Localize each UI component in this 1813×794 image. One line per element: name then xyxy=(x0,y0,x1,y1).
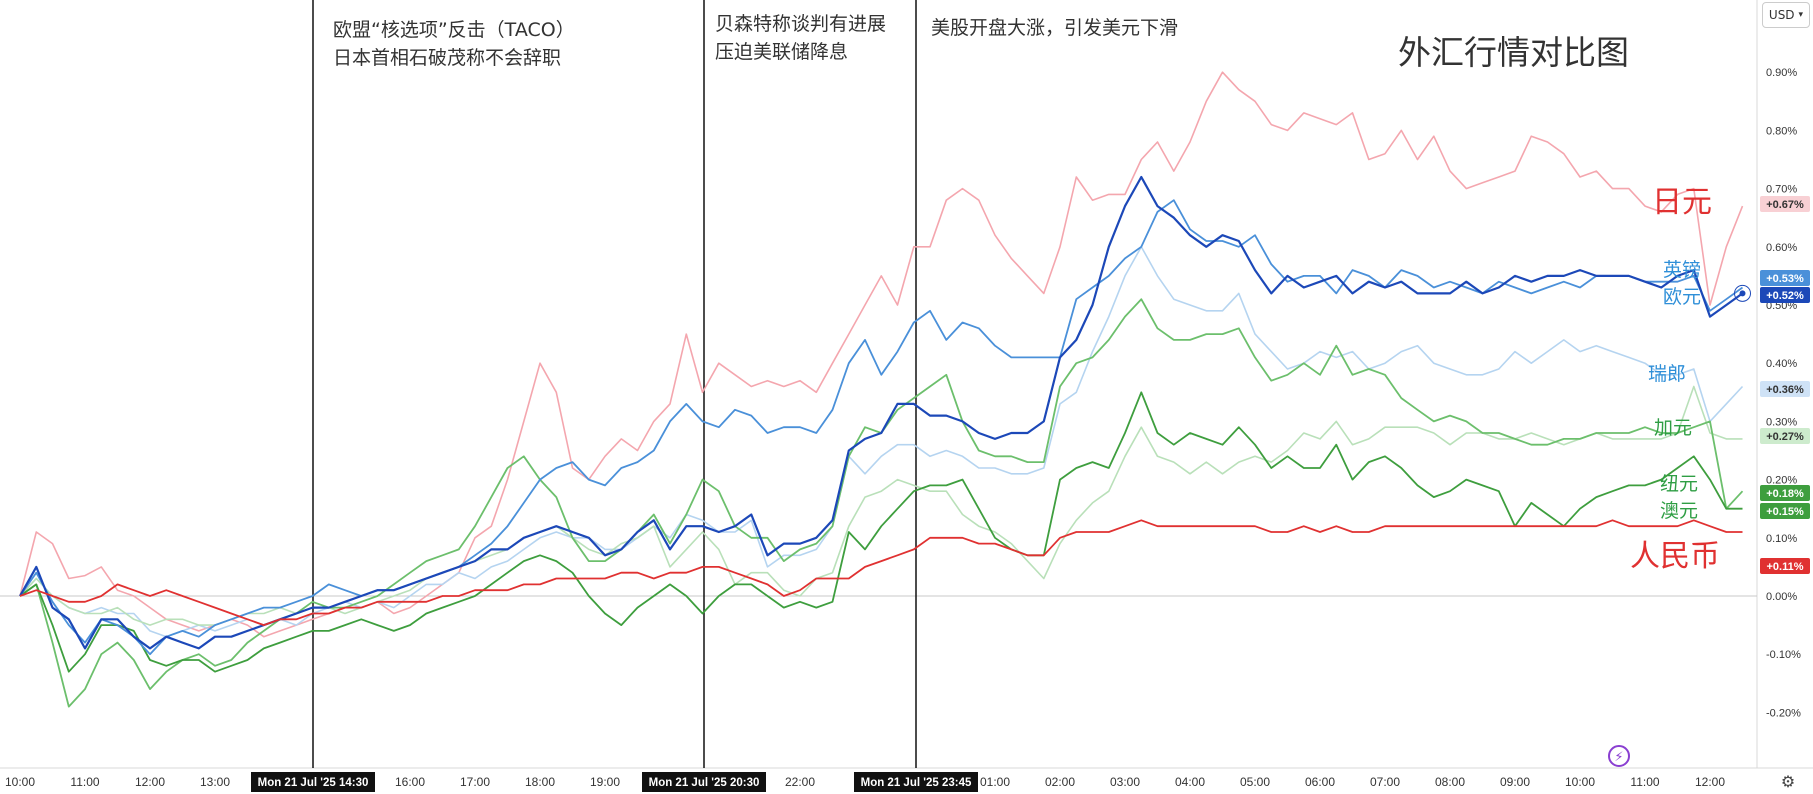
value-badge-label: +0.53% xyxy=(1766,273,1804,285)
event-time-label: Mon 21 Jul '25 14:30 xyxy=(258,777,369,789)
y-tick-label: 0.40% xyxy=(1766,358,1797,370)
x-tick-label: 06:00 xyxy=(1305,775,1335,789)
value-badge-label: +0.67% xyxy=(1766,199,1804,211)
annotation-1-line2: 日本首相石破茂称不会辞职 xyxy=(333,47,562,69)
y-tick-label: 0.10% xyxy=(1766,533,1797,545)
x-tick-label: 10:00 xyxy=(1565,775,1595,789)
x-tick-label: 02:00 xyxy=(1045,775,1075,789)
series-name-label: 纽元 xyxy=(1660,473,1698,495)
y-tick-label: 0.90% xyxy=(1766,67,1797,79)
event-time-label: Mon 21 Jul '25 20:30 xyxy=(649,777,760,789)
value-badge xyxy=(1760,485,1810,501)
value-badge xyxy=(1760,196,1810,212)
event-time-badge xyxy=(854,772,978,792)
annotation-2: 贝森特称谈判有进展 压迫美联储降息 xyxy=(715,10,886,66)
y-tick-label: 0.30% xyxy=(1766,416,1797,428)
chart-title: 外汇行情对比图 xyxy=(1398,33,1629,72)
value-badge xyxy=(1760,558,1810,574)
x-tick-label: 11:00 xyxy=(70,775,99,789)
series-name-label: 瑞郎 xyxy=(1648,363,1686,385)
series-line-日元 xyxy=(19,71,1744,638)
chevron-down-icon: ▾ xyxy=(1798,10,1804,20)
annotation-1-line1: 欧盟“核选项”反击（TACO） xyxy=(333,19,575,41)
series-name-label: 加元 xyxy=(1654,417,1692,439)
x-tick-label: 22:00 xyxy=(785,775,815,789)
annotation-2-line1: 贝森特称谈判有进展 xyxy=(715,13,887,35)
x-tick-label: 13:00 xyxy=(200,775,230,789)
series-line-澳元 xyxy=(19,391,1743,673)
y-tick-label: 0.60% xyxy=(1766,242,1797,254)
x-tick-label: 10:00 xyxy=(5,775,35,789)
x-tick-label: 01:00 xyxy=(980,775,1010,789)
x-tick-label: 16:00 xyxy=(395,775,425,789)
lightning-icon[interactable]: ⚡ xyxy=(1608,745,1630,767)
value-badge-label: +0.11% xyxy=(1766,561,1803,573)
settings-icon[interactable]: ⚙ xyxy=(1780,774,1796,791)
value-badge-label: +0.52% xyxy=(1766,290,1804,302)
value-badge-label: +0.18% xyxy=(1766,488,1804,500)
x-tick-label: 17:00 xyxy=(460,775,490,789)
x-tick-label: 19:00 xyxy=(590,775,620,789)
annotation-3: 美股开盘大涨，引发美元下滑 xyxy=(931,14,1178,42)
value-badge xyxy=(1760,428,1810,444)
series-line-纽元 xyxy=(19,385,1743,626)
event-time-label: Mon 21 Jul '25 23:45 xyxy=(861,777,972,789)
series-name-label: 澳元 xyxy=(1660,500,1698,522)
x-tick-label: 04:00 xyxy=(1175,775,1205,789)
annotation-2-line2: 压迫美联储降息 xyxy=(715,41,849,63)
value-badge xyxy=(1760,287,1810,303)
value-badge xyxy=(1760,381,1810,397)
series-name-label: 日元 xyxy=(1652,185,1712,220)
currency-label: USD xyxy=(1768,8,1795,22)
current-point-ring xyxy=(1734,284,1751,302)
x-tick-label: 12:00 xyxy=(1695,775,1725,789)
y-tick-label: 0.80% xyxy=(1766,125,1797,137)
value-badge xyxy=(1760,270,1810,286)
x-tick-label: 18:00 xyxy=(525,775,555,789)
annotation-3-line1: 美股开盘大涨，引发美元下滑 xyxy=(931,17,1179,39)
value-badge-label: +0.15% xyxy=(1766,506,1804,518)
x-tick-label: 03:00 xyxy=(1110,775,1140,789)
y-tick-label: -0.10% xyxy=(1766,649,1801,661)
series-line-欧元 xyxy=(19,175,1744,650)
y-tick-label: -0.20% xyxy=(1766,707,1801,719)
x-tick-label: 09:00 xyxy=(1500,775,1530,789)
series-name-label: 人民币 xyxy=(1630,539,1720,574)
series-line-加元 xyxy=(19,298,1744,708)
x-tick-label: 08:00 xyxy=(1435,775,1465,789)
annotation-1: 欧盟“核选项”反击（TACO） 日本首相石破茂称不会辞职 xyxy=(333,16,575,72)
x-tick-label: 12:00 xyxy=(135,775,165,789)
currency-selector[interactable]: USD ▾ xyxy=(1762,2,1810,28)
x-tick-label: 05:00 xyxy=(1240,775,1270,789)
x-tick-label: 11:00 xyxy=(1630,775,1659,789)
series-line-英镑 xyxy=(19,199,1744,656)
event-time-badge xyxy=(642,772,766,792)
y-tick-label: 0.20% xyxy=(1766,475,1797,487)
series-line-人民币 xyxy=(19,519,1743,626)
y-tick-label: 0.00% xyxy=(1766,591,1797,603)
value-badge-label: +0.27% xyxy=(1766,431,1804,443)
series-line-瑞郎 xyxy=(19,246,1744,638)
value-badge xyxy=(1760,503,1810,519)
series-name-label: 欧元 xyxy=(1663,286,1701,308)
x-tick-label: 07:00 xyxy=(1370,775,1400,789)
event-time-badge xyxy=(251,772,375,792)
series-name-label: 英镑 xyxy=(1663,259,1701,281)
y-tick-label: 0.70% xyxy=(1766,184,1797,196)
value-badge-label: +0.36% xyxy=(1766,384,1804,396)
current-point-dot xyxy=(1739,290,1746,297)
